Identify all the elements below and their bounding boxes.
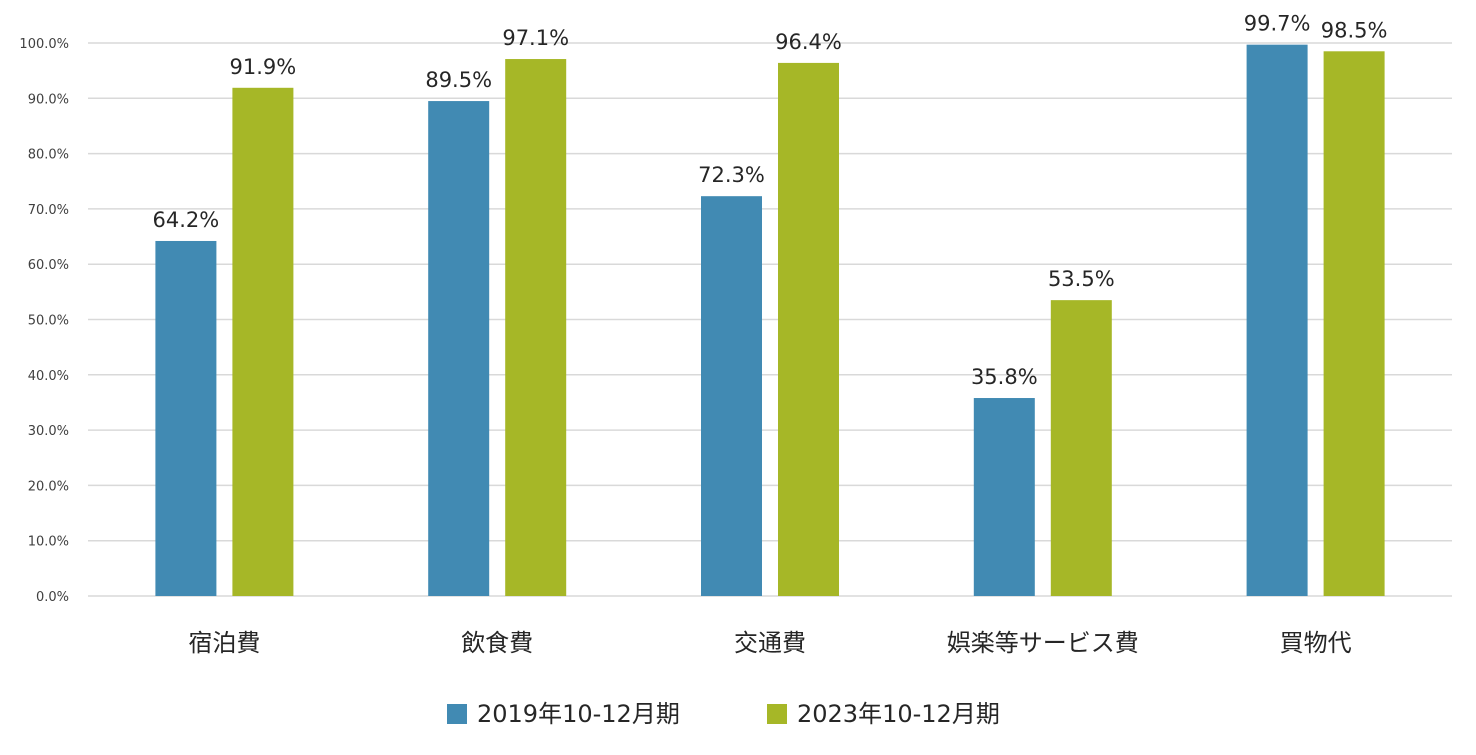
bars — [155, 44, 1385, 597]
bar-series-2-2 — [505, 59, 567, 597]
y-tick-label: 100.0% — [19, 37, 69, 52]
data-label: 97.1% — [502, 26, 569, 50]
bar-series-1-4 — [973, 398, 1035, 596]
x-category-label: 飲食費 — [461, 629, 533, 657]
x-category-label: 宿泊費 — [188, 629, 260, 657]
legend-swatch — [767, 704, 787, 724]
bar-series-1-2 — [428, 101, 490, 596]
data-label: 64.2% — [153, 208, 220, 232]
legend: 2019年10-12月期 2023年10-12月期 — [447, 700, 1000, 728]
bar-series-2-1 — [232, 87, 294, 596]
y-tick-label: 40.0% — [28, 369, 69, 384]
bar-series-2-4 — [1050, 300, 1112, 596]
x-category-label: 娯楽等サービス費 — [947, 629, 1139, 657]
y-tick-label: 60.0% — [28, 258, 69, 273]
legend-label: 2019年10-12月期 — [477, 700, 680, 728]
bar-series-1-5 — [1246, 44, 1308, 597]
data-label: 96.4% — [775, 30, 842, 54]
gridlines — [88, 42, 1452, 597]
data-label: 53.5% — [1048, 267, 1115, 291]
y-tick-label: 50.0% — [28, 314, 69, 329]
legend-label: 2023年10-12月期 — [797, 700, 1000, 728]
legend-swatch — [447, 704, 467, 724]
x-category-label: 交通費 — [734, 629, 806, 657]
y-tick-label: 80.0% — [28, 148, 69, 163]
bar-series-1-3 — [701, 196, 762, 596]
y-tick-label: 70.0% — [28, 203, 69, 218]
bar-series-1-1 — [155, 240, 217, 596]
y-tick-label: 30.0% — [28, 424, 69, 439]
data-label: 99.7% — [1244, 12, 1311, 36]
data-label: 91.9% — [230, 55, 297, 79]
data-label: 72.3% — [698, 163, 765, 187]
y-axis-ticks: 0.0% 10.0% 20.0% 30.0% 40.0% 50.0% 60.0% 70.0% 8… — [19, 37, 69, 605]
y-tick-label: 10.0% — [28, 535, 69, 550]
data-label: 89.5% — [425, 68, 492, 92]
x-axis-categories: 宿泊費 飲食費 交通費 娯楽等サービス費 買物代 — [188, 629, 1351, 657]
data-label: 98.5% — [1321, 18, 1388, 42]
bar-series-2-5 — [1323, 51, 1385, 597]
x-category-label: 買物代 — [1280, 629, 1352, 657]
y-tick-label: 20.0% — [28, 479, 69, 494]
bar-series-2-3 — [778, 62, 839, 596]
y-tick-label: 0.0% — [36, 590, 69, 605]
data-labels: 64.2% 91.9% 89.5% 97.1% 72.3% 96.4% 35.8% 53.5%… — [153, 12, 1388, 389]
y-tick-label: 90.0% — [28, 92, 69, 107]
data-label: 35.8% — [971, 365, 1038, 389]
